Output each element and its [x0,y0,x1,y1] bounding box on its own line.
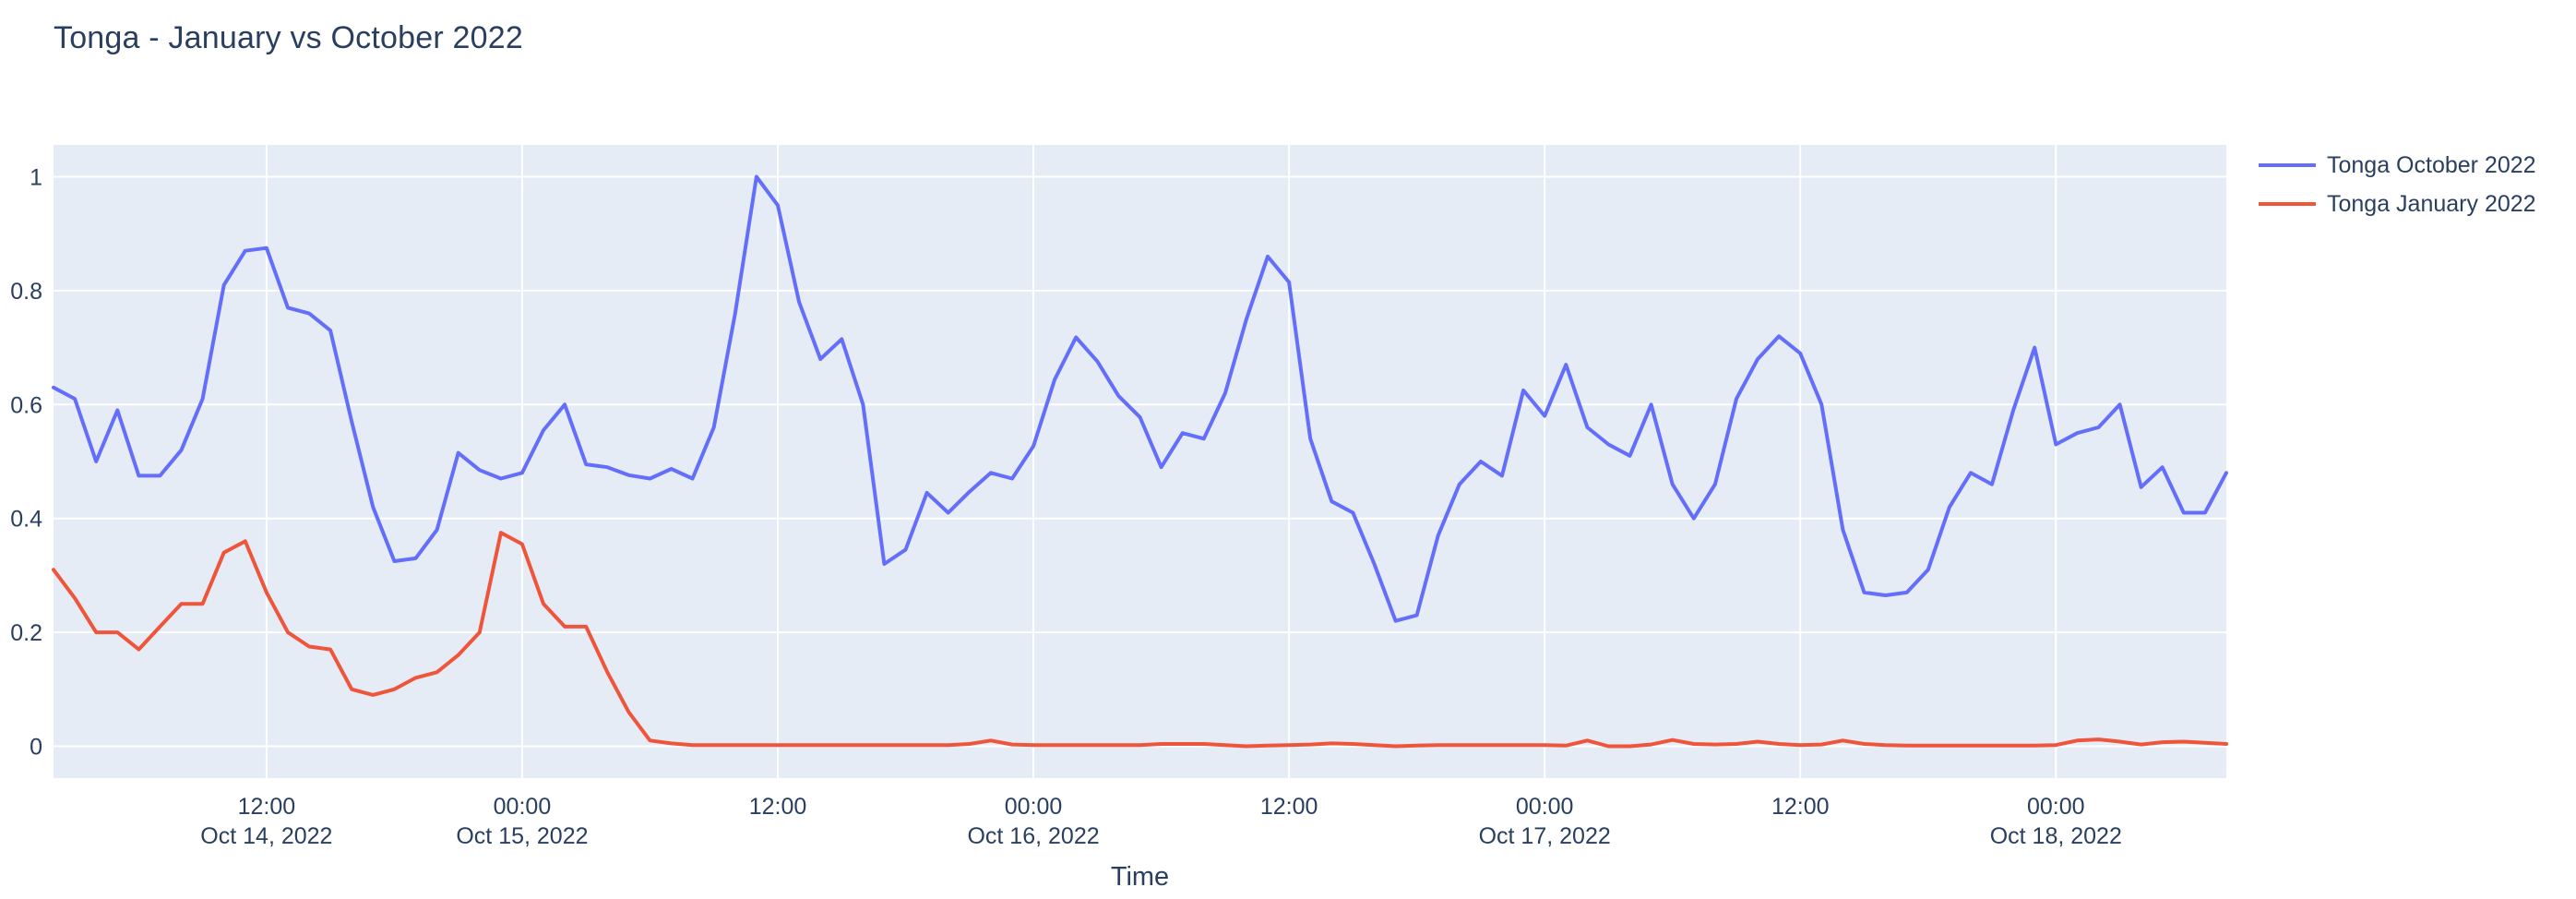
y-tick-label: 0.8 [10,279,42,305]
legend-line-swatch [2259,163,2316,167]
page-title: Tonga - January vs October 2022 [54,20,523,55]
series-line-october[interactable] [52,174,2228,623]
y-tick-label: 0.6 [10,392,42,418]
x-tick-time-label: 12:00 [749,794,807,820]
x-tick-time-label: 00:00 [1516,794,1574,820]
x-tick-time-label: 00:00 [494,794,552,820]
x-tick-time-label: 12:00 [1260,794,1318,820]
series-line-january[interactable] [52,531,2228,749]
y-tick-label: 0 [30,734,42,760]
x-tick-date-label: Oct 18, 2022 [1990,823,2122,849]
chart-legend: Tonga October 2022 Tonga January 2022 [2259,150,2536,219]
y-tick-label: 0.2 [10,620,42,646]
x-tick-time-label: 00:00 [1005,794,1063,820]
legend-label: Tonga October 2022 [2327,151,2536,178]
legend-label: Tonga January 2022 [2327,190,2536,217]
x-tick-time-label: 12:00 [1771,794,1830,820]
legend-item-october[interactable]: Tonga October 2022 [2259,150,2536,180]
y-tick-label: 0.4 [10,507,42,533]
x-axis-title: Time [1111,862,1169,892]
x-tick-date-label: Oct 15, 2022 [456,823,588,849]
x-tick-date-label: Oct 14, 2022 [200,823,332,849]
x-tick-time-label: 00:00 [2027,794,2085,820]
legend-line-swatch [2259,202,2316,206]
y-tick-label: 1 [30,165,42,191]
plot-background[interactable] [54,145,2226,778]
x-tick-date-label: Oct 17, 2022 [1479,823,1611,849]
x-tick-time-label: 12:00 [238,794,296,820]
legend-item-january[interactable]: Tonga January 2022 [2259,189,2536,219]
x-tick-date-label: Oct 16, 2022 [967,823,1099,849]
